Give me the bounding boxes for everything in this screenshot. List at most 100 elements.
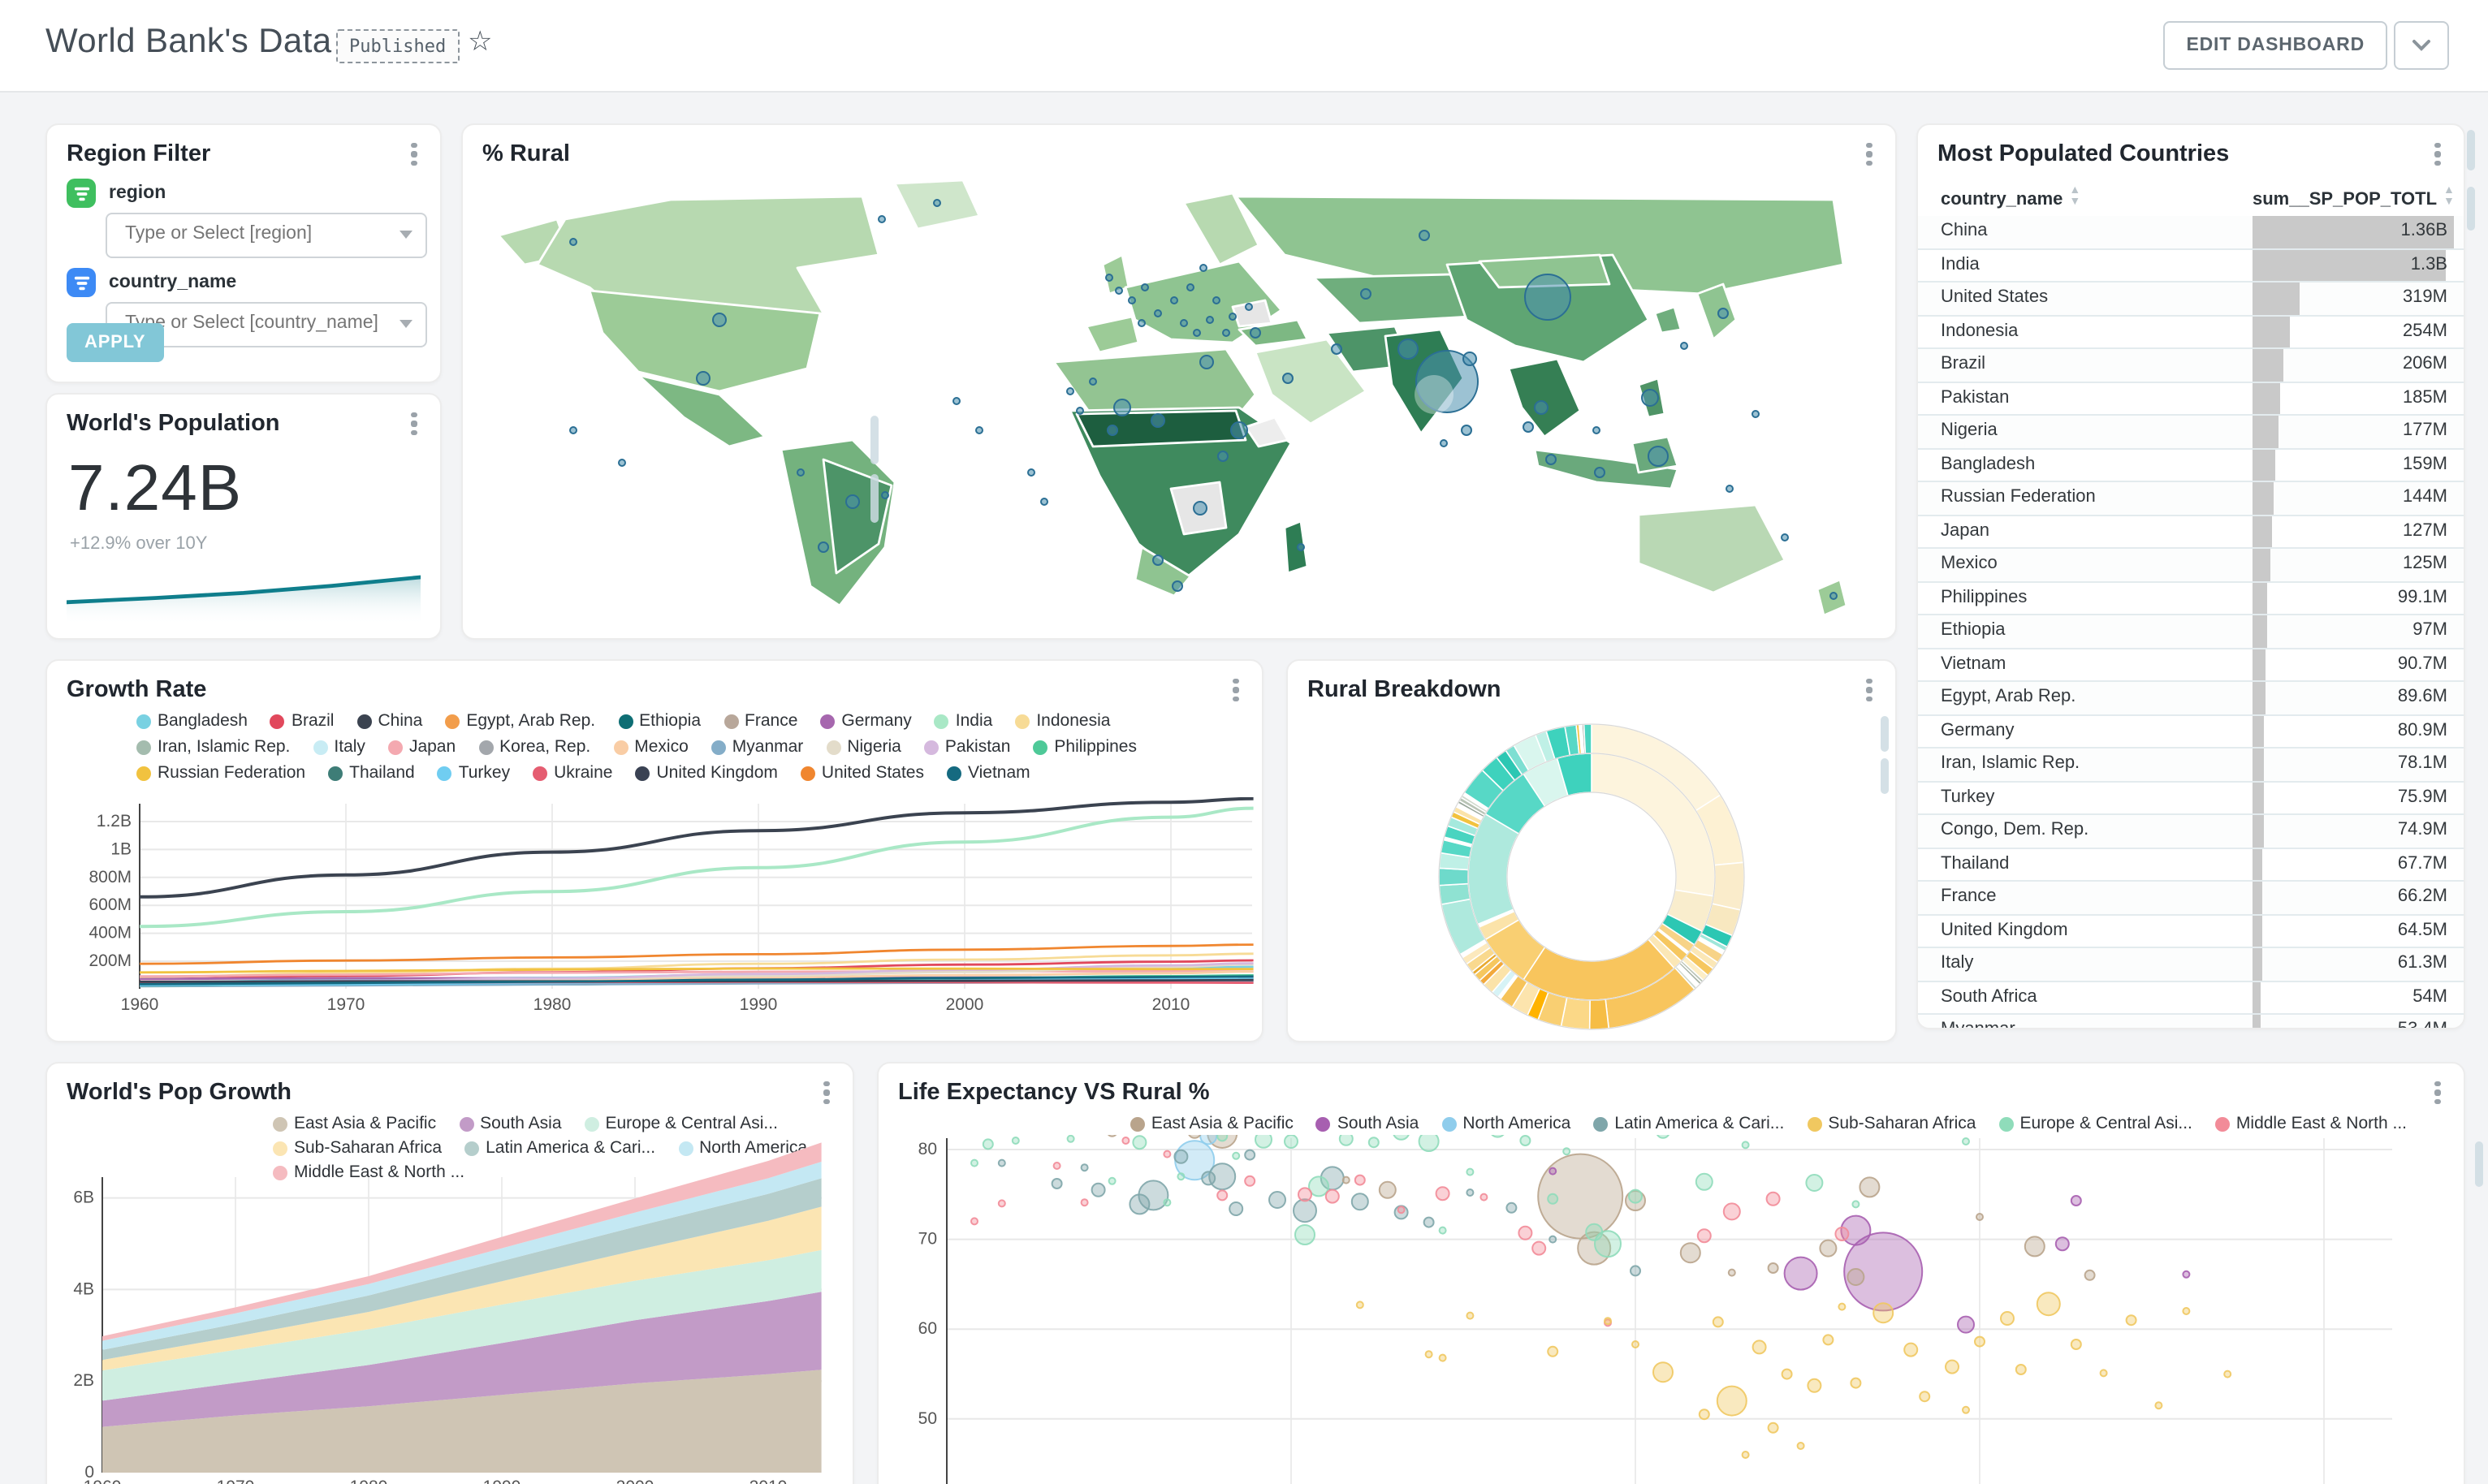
legend-dot-icon [613,740,628,755]
legend-dot-icon [800,766,815,781]
legend-item[interactable]: Myanmar [711,737,803,758]
column-header-population[interactable]: sum__SP_POP_TOTL ▲ ▼ [2253,185,2455,209]
kebab-menu-icon[interactable] [1856,674,1882,706]
legend-label: Vietnam [968,763,1030,783]
svg-text:80: 80 [918,1140,937,1158]
resize-handle[interactable] [870,474,879,523]
legend-item[interactable]: China [356,711,422,732]
population-bar [2253,582,2268,614]
region-select[interactable] [106,213,427,258]
legend-item[interactable]: South Asia [1315,1114,1419,1133]
favorite-star-icon[interactable]: ☆ [468,26,493,57]
legend-item[interactable]: Thailand [328,763,415,784]
population-sparkline-chart[interactable] [67,554,421,625]
kebab-menu-icon[interactable] [401,408,427,440]
world-map-chart[interactable] [476,170,1882,632]
region-select-input[interactable] [122,222,388,245]
country-name-cell: Indonesia [1941,321,2019,340]
country-select-input[interactable] [122,312,388,334]
legend-dot-icon [711,740,726,755]
edit-dashboard-dropdown-button[interactable] [2394,21,2449,70]
kebab-menu-icon[interactable] [1856,138,1882,170]
apply-button[interactable]: APPLY [67,323,164,362]
country-name-cell: United Kingdom [1941,920,2068,939]
legend-item[interactable]: Japan [387,737,456,758]
kebab-menu-icon[interactable] [1223,674,1249,706]
kebab-menu-icon[interactable] [401,138,427,170]
legend-dot-icon [1998,1116,2014,1131]
svg-text:60: 60 [918,1319,937,1338]
legend-item[interactable]: South Asia [459,1114,562,1133]
legend-label: Nigeria [847,737,901,757]
table-row: Russian Federation 144M [1918,482,2464,516]
legend-item[interactable]: Europe & Central Asi... [1998,1114,2192,1133]
legend-item[interactable]: Vietnam [947,763,1030,784]
legend-item[interactable]: Brazil [270,711,334,732]
svg-text:1B: 1B [110,839,132,858]
resize-handle[interactable] [1881,758,1889,794]
kebab-menu-icon[interactable] [814,1076,840,1109]
legend-item[interactable]: Turkey [437,763,510,784]
filter-field-region: region [67,179,166,208]
resize-handle[interactable] [2467,130,2475,170]
table-row: Mexico 125M [1918,549,2464,582]
growth-rate-line-chart[interactable]: 1960 1970 1980 1990 2000 2010 200M 400M 600M 800M… [47,661,1262,1041]
population-value-cell: 319M [2402,287,2447,307]
population-value-cell: 206M [2402,354,2447,373]
legend-item[interactable]: United States [800,763,924,784]
sort-icon: ▲ ▼ [2069,185,2080,208]
svg-text:1990: 1990 [740,995,778,1014]
legend-item[interactable]: Mexico [613,737,689,758]
edit-dashboard-button[interactable]: EDIT DASHBOARD [2163,21,2387,70]
legend-label: Ukraine [554,763,613,783]
legend-item[interactable]: North America [1441,1114,1570,1133]
panel-title: World's Population [67,411,280,437]
kebab-menu-icon[interactable] [2425,138,2451,170]
legend-item[interactable]: Ethiopia [618,711,701,732]
legend-item[interactable]: Iran, Islamic Rep. [136,737,290,758]
legend-item[interactable]: East Asia & Pacific [273,1114,436,1133]
legend-item[interactable]: Ukraine [533,763,612,784]
country-name-cell: China [1941,221,1988,240]
legend-item[interactable]: Germany [820,711,912,732]
kebab-menu-icon[interactable] [2425,1076,2451,1109]
legend-item[interactable]: Sub-Saharan Africa [273,1138,442,1158]
life-expectancy-bubble-chart[interactable]: 50 60 70 80 [879,1063,2464,1484]
legend-item[interactable]: France [724,711,797,732]
table-row: Germany 80.9M [1918,715,2464,748]
country-name-cell: Egypt, Arab Rep. [1941,687,2076,706]
legend-item[interactable]: Philippines [1033,737,1137,758]
column-header-country[interactable]: country_name ▲ ▼ [1941,185,2080,209]
legend-item[interactable]: Italy [313,737,365,758]
resize-handle[interactable] [2467,187,2475,231]
legend-label: Egypt, Arab Rep. [466,711,596,731]
legend-item[interactable]: Indonesia [1015,711,1110,732]
legend-item[interactable]: Latin America & Cari... [1593,1114,1784,1133]
legend-label: East Asia & Pacific [294,1114,437,1133]
legend-item[interactable]: Europe & Central Asi... [584,1114,778,1133]
legend-item[interactable]: Sub-Saharan Africa [1807,1114,1976,1133]
published-badge[interactable]: Published [336,29,460,63]
pop-growth-area-chart[interactable]: 1960 1970 1980 1990 2000 2010 0 2B 4B 6B [47,1063,853,1484]
legend-item[interactable]: Latin America & Cari... [464,1138,655,1158]
resize-handle[interactable] [870,416,879,464]
legend-label: Korea, Rep. [499,737,591,757]
legend-item[interactable]: Middle East & North ... [2214,1114,2407,1133]
legend-item[interactable]: Bangladesh [136,711,248,732]
population-bar [2253,748,2265,780]
legend-item[interactable]: Russian Federation [136,763,305,784]
legend-item[interactable]: United Kingdom [635,763,778,784]
legend-item[interactable]: Pakistan [923,737,1010,758]
rural-breakdown-sunburst-chart[interactable] [1288,703,1895,1038]
resize-handle[interactable] [2475,1141,2483,1187]
legend-item[interactable]: India [934,711,992,732]
legend-item[interactable]: Korea, Rep. [478,737,590,758]
table-row: India 1.3B [1918,249,2464,283]
legend-item[interactable]: Middle East & North ... [273,1163,464,1182]
legend-item[interactable]: Nigeria [826,737,901,758]
resize-handle[interactable] [1881,716,1889,752]
legend-label: Latin America & Cari... [1614,1114,1785,1133]
population-value-cell: 54M [2412,986,2447,1006]
legend-item[interactable]: Egypt, Arab Rep. [445,711,595,732]
legend-item[interactable]: East Asia & Pacific [1130,1114,1294,1133]
